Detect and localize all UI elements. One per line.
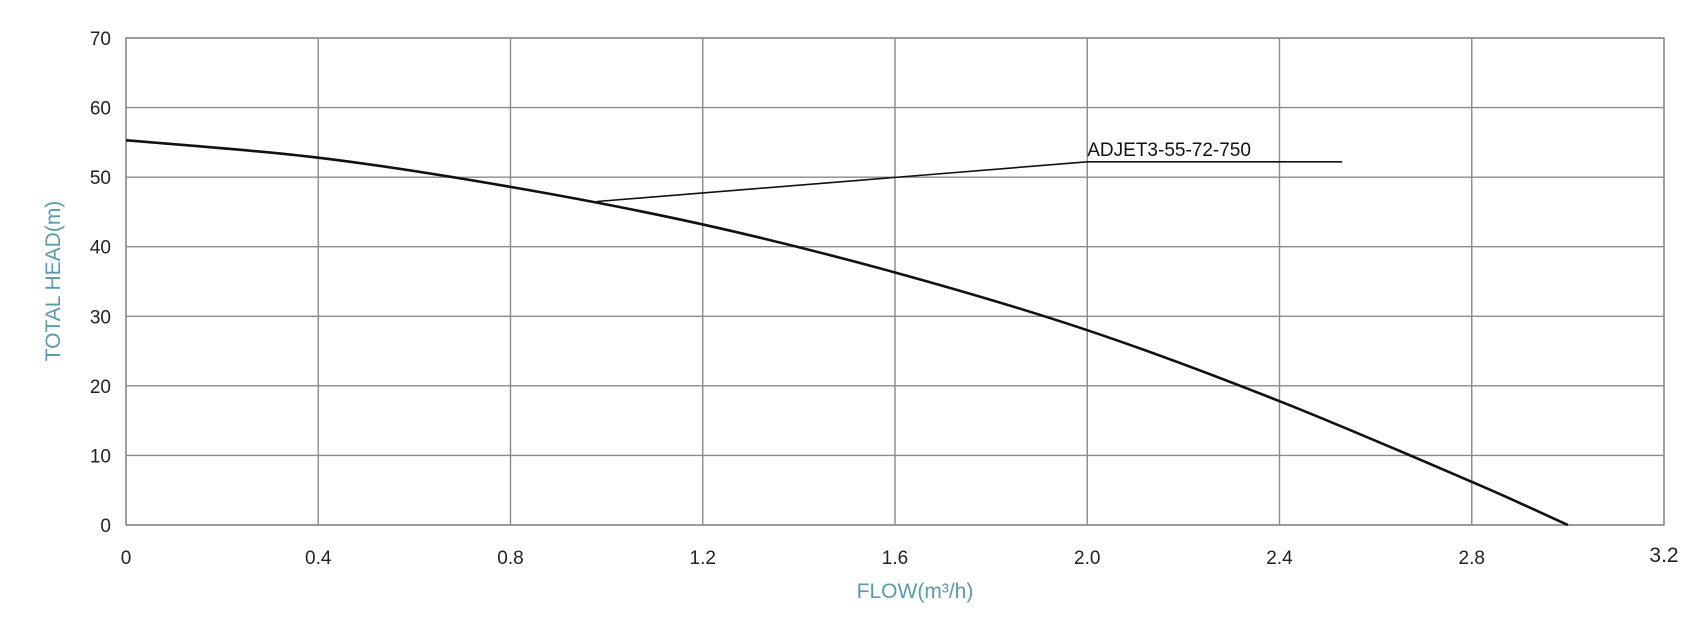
grid (125, 37, 1665, 526)
y-tick-labels: 0 10 20 30 40 50 60 70 (90, 29, 111, 537)
x-tick-label: 0.8 (497, 548, 523, 569)
series-line-head-curve (125, 138, 1569, 527)
x-tick-label: 2.8 (1459, 548, 1485, 569)
x-tick-label: 0 (121, 548, 132, 569)
x-tick-label: 3.2 (1649, 544, 1678, 567)
y-tick-label: 10 (90, 446, 111, 467)
y-tick-label: 40 (90, 238, 111, 259)
y-axis-title: TOTAL HEAD(m) (42, 201, 65, 362)
x-tick-labels: 0 0.4 0.8 1.2 1.6 2.0 2.4 2.8 3.2 (121, 544, 1679, 569)
x-tick-label: 1.6 (882, 548, 908, 569)
series (125, 138, 1569, 527)
y-tick-label: 30 (90, 307, 111, 328)
x-tick-label: 2.4 (1266, 548, 1293, 569)
x-tick-label: 0.4 (305, 548, 332, 569)
plot-frame (125, 37, 1665, 526)
y-tick-label: 20 (90, 377, 111, 398)
y-tick-label: 70 (90, 29, 111, 50)
y-tick-label: 50 (90, 168, 111, 189)
y-tick-label: 60 (90, 99, 111, 120)
y-tick-label: 0 (100, 516, 111, 537)
annotation-leader-line (596, 161, 1342, 203)
x-axis-title: FLOW(m³/h) (857, 580, 974, 603)
annotations: ADJET3-55-72-750 (596, 140, 1342, 203)
x-tick-label: 1.2 (690, 548, 716, 569)
annotation-label: ADJET3-55-72-750 (1087, 140, 1251, 161)
x-tick-label: 2.0 (1074, 548, 1100, 569)
